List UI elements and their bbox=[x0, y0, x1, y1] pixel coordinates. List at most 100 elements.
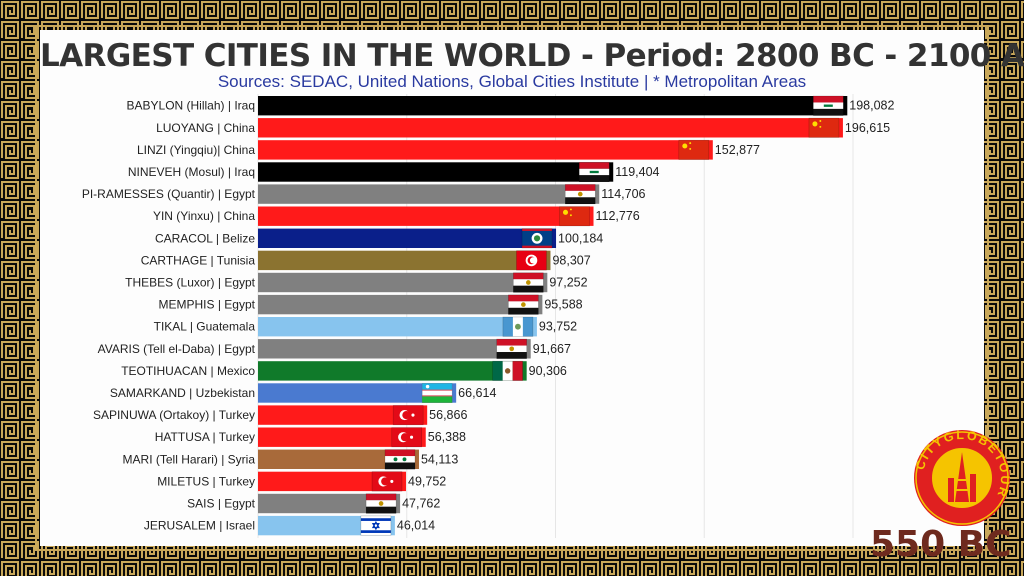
bar-row-17: MILETUS | Turkey 49,752 bbox=[157, 471, 446, 492]
bar-label: SAPINUWA (Ortakoy) | Turkey bbox=[93, 408, 255, 422]
guatemala-flag-icon bbox=[502, 316, 534, 337]
bar-label: LUOYANG | China bbox=[156, 121, 255, 135]
chart-subtitle: Sources: SEDAC, United Nations, Global C… bbox=[217, 72, 807, 91]
turkey-flag-icon bbox=[391, 427, 423, 448]
bar-row-7: CARTHAGE | Tunisia 98,307 bbox=[141, 250, 591, 271]
bar bbox=[258, 449, 419, 469]
bar-row-11: AVARIS (Tell el-Daba) | Egypt 91,667 bbox=[98, 338, 571, 359]
bar-label: MEMPHIS | Egypt bbox=[159, 298, 256, 312]
bar bbox=[258, 339, 531, 359]
bar-label: SAMARKAND | Uzbekistan bbox=[110, 386, 255, 400]
turkey-flag-icon bbox=[371, 471, 403, 492]
bar-row-1: LUOYANG | China 196,615 bbox=[156, 117, 890, 138]
bar-row-13: SAMARKAND | Uzbekistan 66,614 bbox=[110, 382, 496, 403]
bar-row-10: TIKAL | Guatemala 93,752 bbox=[154, 316, 577, 337]
mexico-flag-icon bbox=[492, 360, 523, 381]
bar-row-5: YIN (Yinxu) | China 112,776 bbox=[153, 206, 640, 227]
bar-value: 112,776 bbox=[596, 209, 640, 223]
bar bbox=[258, 162, 614, 182]
bar-row-12: TEOTIHUACAN | Mexico 90,306 bbox=[121, 360, 567, 381]
china-flag-icon bbox=[559, 206, 590, 227]
bar-label: CARACOL | Belize bbox=[155, 231, 255, 245]
egypt-flag-icon bbox=[365, 493, 397, 514]
bar-value: 56,866 bbox=[429, 408, 467, 422]
bar-value: 95,588 bbox=[544, 298, 582, 312]
bar-row-4: PI-RAMESSES (Quantir) | Egypt 114,706 bbox=[82, 184, 646, 205]
bar-row-6: CARACOL | Belize 100,184 bbox=[155, 228, 603, 249]
bar-label: TIKAL | Guatemala bbox=[154, 320, 256, 334]
belize-flag-icon bbox=[521, 228, 553, 249]
bar-label: CARTHAGE | Tunisia bbox=[141, 253, 256, 267]
bar bbox=[258, 206, 594, 226]
bar-chart: BABYLON (Hillah) | Iraq 198,082 LUOYANG | … bbox=[82, 94, 895, 538]
bar-label: YIN (Yinxu) | China bbox=[153, 209, 255, 223]
iraq-flag-icon bbox=[578, 162, 610, 183]
bar-row-14: SAPINUWA (Ortakoy) | Turkey 56,866 bbox=[93, 405, 467, 426]
bar-value: 114,706 bbox=[601, 187, 645, 201]
bar bbox=[258, 427, 426, 447]
egypt-flag-icon bbox=[496, 338, 528, 359]
bar-row-18: SAIS | Egypt 47,762 bbox=[187, 493, 440, 514]
bar bbox=[258, 317, 537, 337]
egypt-flag-icon bbox=[564, 184, 596, 205]
bar-value: 49,752 bbox=[408, 474, 446, 488]
israel-flag-icon bbox=[360, 515, 392, 536]
bar-row-8: THEBES (Luxor) | Egypt 97,252 bbox=[125, 272, 588, 293]
bar-row-0: BABYLON (Hillah) | Iraq 198,082 bbox=[127, 95, 895, 116]
bar-value: 54,113 bbox=[421, 452, 458, 466]
bar-row-15: HATTUSA | Turkey 56,388 bbox=[155, 427, 466, 448]
bar-value: 119,404 bbox=[615, 165, 659, 179]
bar-row-3: NINEVEH (Mosul) | Iraq 119,404 bbox=[128, 162, 660, 183]
bar-label: TEOTIHUACAN | Mexico bbox=[121, 364, 255, 378]
bar-label: LINZI (Yingqiu)| China bbox=[137, 143, 255, 157]
bar bbox=[258, 471, 407, 492]
bar bbox=[258, 96, 848, 116]
bar-value: 56,388 bbox=[428, 430, 466, 444]
bar-label: PI-RAMESSES (Quantir) | Egypt bbox=[82, 187, 256, 201]
cityglobetour-logo: CITYGLOBETOUR bbox=[913, 428, 1010, 526]
bar-label: THEBES (Luxor) | Egypt bbox=[125, 276, 255, 290]
bar-value: 196,615 bbox=[845, 121, 890, 135]
bar bbox=[258, 361, 527, 381]
china-flag-icon bbox=[808, 117, 840, 138]
bar bbox=[258, 184, 600, 204]
bar bbox=[258, 250, 551, 271]
chart-title: LARGEST CITIES IN THE WORLD - Period: 28… bbox=[40, 38, 1024, 74]
bar-value: 152,877 bbox=[715, 143, 760, 157]
bar-value: 47,762 bbox=[402, 497, 440, 511]
egypt-flag-icon bbox=[508, 294, 539, 315]
bar-label: SAIS | Egypt bbox=[187, 497, 255, 511]
bar-row-2: LINZI (Yingqiu)| China 152,877 bbox=[137, 139, 760, 160]
bar-value: 91,667 bbox=[533, 342, 571, 356]
bar bbox=[258, 294, 543, 315]
iraq-flag-icon bbox=[812, 95, 844, 116]
chart-panel: LARGEST CITIES IN THE WORLD - Period: 28… bbox=[40, 30, 1024, 565]
bar-value: 93,752 bbox=[539, 320, 577, 334]
bar bbox=[258, 140, 713, 160]
bar-label: BABYLON (Hillah) | Iraq bbox=[127, 99, 256, 113]
bar-row-9: MEMPHIS | Egypt 95,588 bbox=[159, 294, 583, 315]
bar-value: 100,184 bbox=[558, 231, 603, 245]
bar-label: MILETUS | Turkey bbox=[157, 474, 255, 488]
bar bbox=[258, 493, 401, 514]
china-flag-icon bbox=[678, 139, 710, 160]
bar bbox=[258, 383, 457, 403]
bar-row-19: JERUSALEM | Israel 46,014 bbox=[144, 515, 435, 536]
bar-row-16: MARI (Tell Harari) | Syria 54,113 bbox=[123, 449, 458, 470]
bar-label: AVARIS (Tell el-Daba) | Egypt bbox=[98, 342, 256, 356]
bar bbox=[258, 118, 843, 138]
period-label: 550 BC bbox=[870, 524, 1012, 565]
uzbekistan-flag-icon bbox=[421, 382, 453, 403]
bar bbox=[258, 228, 557, 248]
egypt-flag-icon bbox=[513, 272, 544, 293]
bar bbox=[258, 405, 428, 425]
bar bbox=[258, 515, 395, 536]
bar-value: 46,014 bbox=[397, 519, 435, 533]
turkey-flag-icon bbox=[392, 405, 424, 426]
bar bbox=[258, 272, 548, 293]
tunisia-flag-icon bbox=[516, 250, 547, 271]
bar-label: NINEVEH (Mosul) | Iraq bbox=[128, 165, 255, 179]
bar-value: 198,082 bbox=[849, 99, 894, 113]
bar-value: 97,252 bbox=[549, 276, 587, 290]
bar-value: 66,614 bbox=[458, 386, 496, 400]
